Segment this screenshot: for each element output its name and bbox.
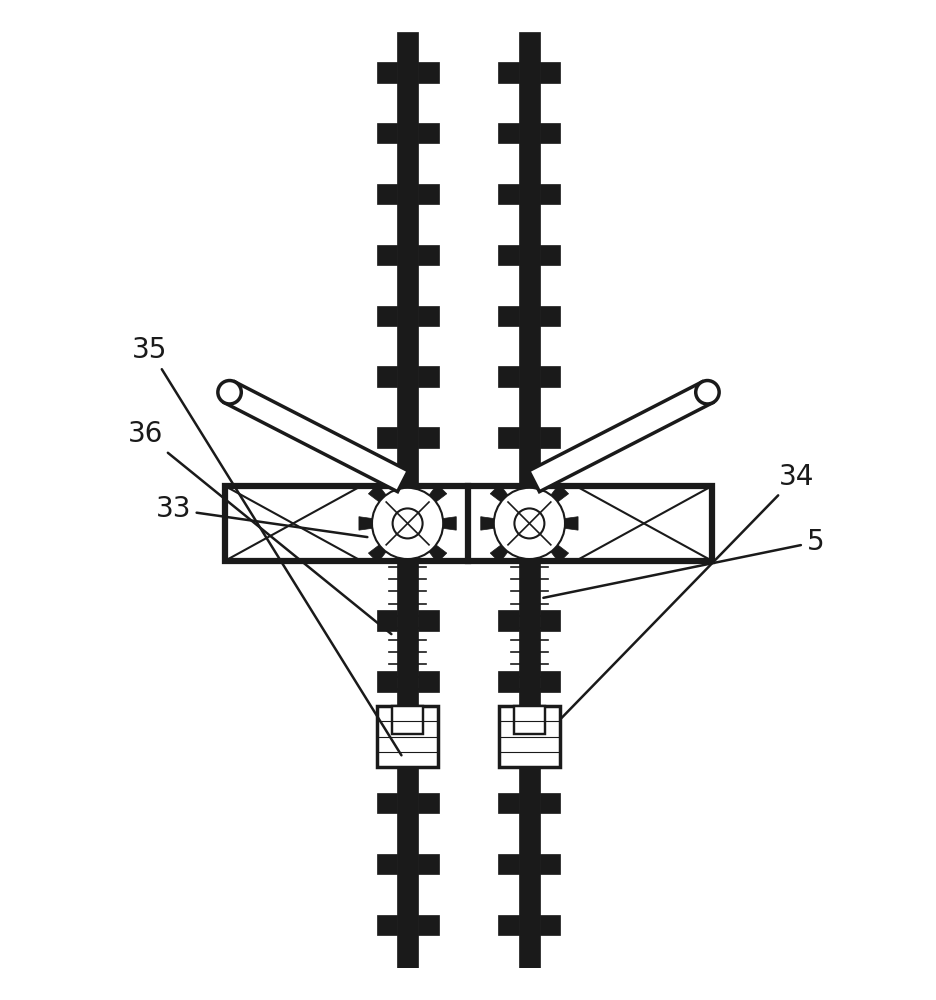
- Polygon shape: [498, 184, 519, 204]
- Polygon shape: [376, 671, 397, 692]
- Circle shape: [493, 488, 564, 559]
- Polygon shape: [417, 184, 438, 204]
- Polygon shape: [522, 475, 535, 488]
- Circle shape: [372, 488, 443, 559]
- Circle shape: [217, 381, 241, 404]
- Polygon shape: [417, 245, 438, 265]
- Polygon shape: [376, 793, 397, 813]
- Polygon shape: [498, 123, 519, 143]
- Polygon shape: [376, 427, 397, 448]
- Polygon shape: [417, 732, 438, 753]
- Text: 5: 5: [543, 528, 823, 598]
- Polygon shape: [417, 915, 438, 935]
- Circle shape: [392, 508, 422, 538]
- Text: 35: 35: [132, 336, 401, 755]
- Polygon shape: [417, 854, 438, 874]
- Polygon shape: [498, 427, 519, 448]
- Polygon shape: [376, 306, 397, 326]
- Polygon shape: [539, 366, 560, 387]
- Polygon shape: [429, 545, 446, 563]
- Polygon shape: [417, 427, 438, 448]
- Polygon shape: [498, 915, 519, 935]
- Polygon shape: [376, 854, 397, 874]
- Polygon shape: [417, 793, 438, 813]
- Polygon shape: [539, 123, 560, 143]
- Polygon shape: [376, 123, 397, 143]
- Polygon shape: [480, 517, 493, 530]
- Polygon shape: [498, 306, 519, 326]
- Polygon shape: [539, 427, 560, 448]
- Polygon shape: [401, 559, 414, 572]
- Polygon shape: [401, 475, 414, 488]
- Polygon shape: [539, 245, 560, 265]
- Polygon shape: [490, 484, 507, 502]
- Polygon shape: [358, 517, 372, 530]
- Polygon shape: [490, 545, 507, 563]
- Polygon shape: [498, 854, 519, 874]
- Polygon shape: [368, 484, 386, 502]
- Polygon shape: [498, 62, 519, 83]
- Polygon shape: [224, 382, 408, 492]
- Polygon shape: [417, 671, 438, 692]
- Polygon shape: [417, 62, 438, 83]
- Polygon shape: [564, 517, 578, 530]
- Polygon shape: [550, 484, 568, 502]
- Polygon shape: [539, 793, 560, 813]
- Polygon shape: [376, 610, 397, 631]
- Polygon shape: [498, 245, 519, 265]
- Polygon shape: [376, 184, 397, 204]
- Polygon shape: [417, 123, 438, 143]
- Polygon shape: [539, 854, 560, 874]
- Polygon shape: [550, 545, 568, 563]
- Circle shape: [514, 508, 544, 538]
- Polygon shape: [514, 706, 544, 734]
- Polygon shape: [522, 559, 535, 572]
- Polygon shape: [368, 545, 386, 563]
- Polygon shape: [498, 610, 519, 631]
- Polygon shape: [539, 306, 560, 326]
- Polygon shape: [498, 366, 519, 387]
- Polygon shape: [443, 517, 456, 530]
- Polygon shape: [376, 732, 397, 753]
- Polygon shape: [539, 62, 560, 83]
- Polygon shape: [376, 706, 437, 767]
- Polygon shape: [417, 366, 438, 387]
- Polygon shape: [539, 732, 560, 753]
- Polygon shape: [429, 484, 446, 502]
- Polygon shape: [392, 706, 422, 734]
- Polygon shape: [498, 793, 519, 813]
- Polygon shape: [539, 184, 560, 204]
- Polygon shape: [528, 382, 712, 492]
- Circle shape: [695, 381, 719, 404]
- Polygon shape: [397, 32, 417, 968]
- Polygon shape: [225, 486, 711, 561]
- Polygon shape: [539, 671, 560, 692]
- Polygon shape: [498, 671, 519, 692]
- Polygon shape: [539, 610, 560, 631]
- Text: 34: 34: [561, 463, 813, 718]
- Polygon shape: [376, 915, 397, 935]
- Text: 36: 36: [127, 420, 391, 634]
- Polygon shape: [417, 306, 438, 326]
- Polygon shape: [539, 915, 560, 935]
- Polygon shape: [376, 245, 397, 265]
- Polygon shape: [519, 32, 539, 968]
- Polygon shape: [417, 610, 438, 631]
- Text: 33: 33: [155, 495, 367, 537]
- Polygon shape: [498, 732, 519, 753]
- Polygon shape: [376, 62, 397, 83]
- Polygon shape: [498, 706, 559, 767]
- Polygon shape: [376, 366, 397, 387]
